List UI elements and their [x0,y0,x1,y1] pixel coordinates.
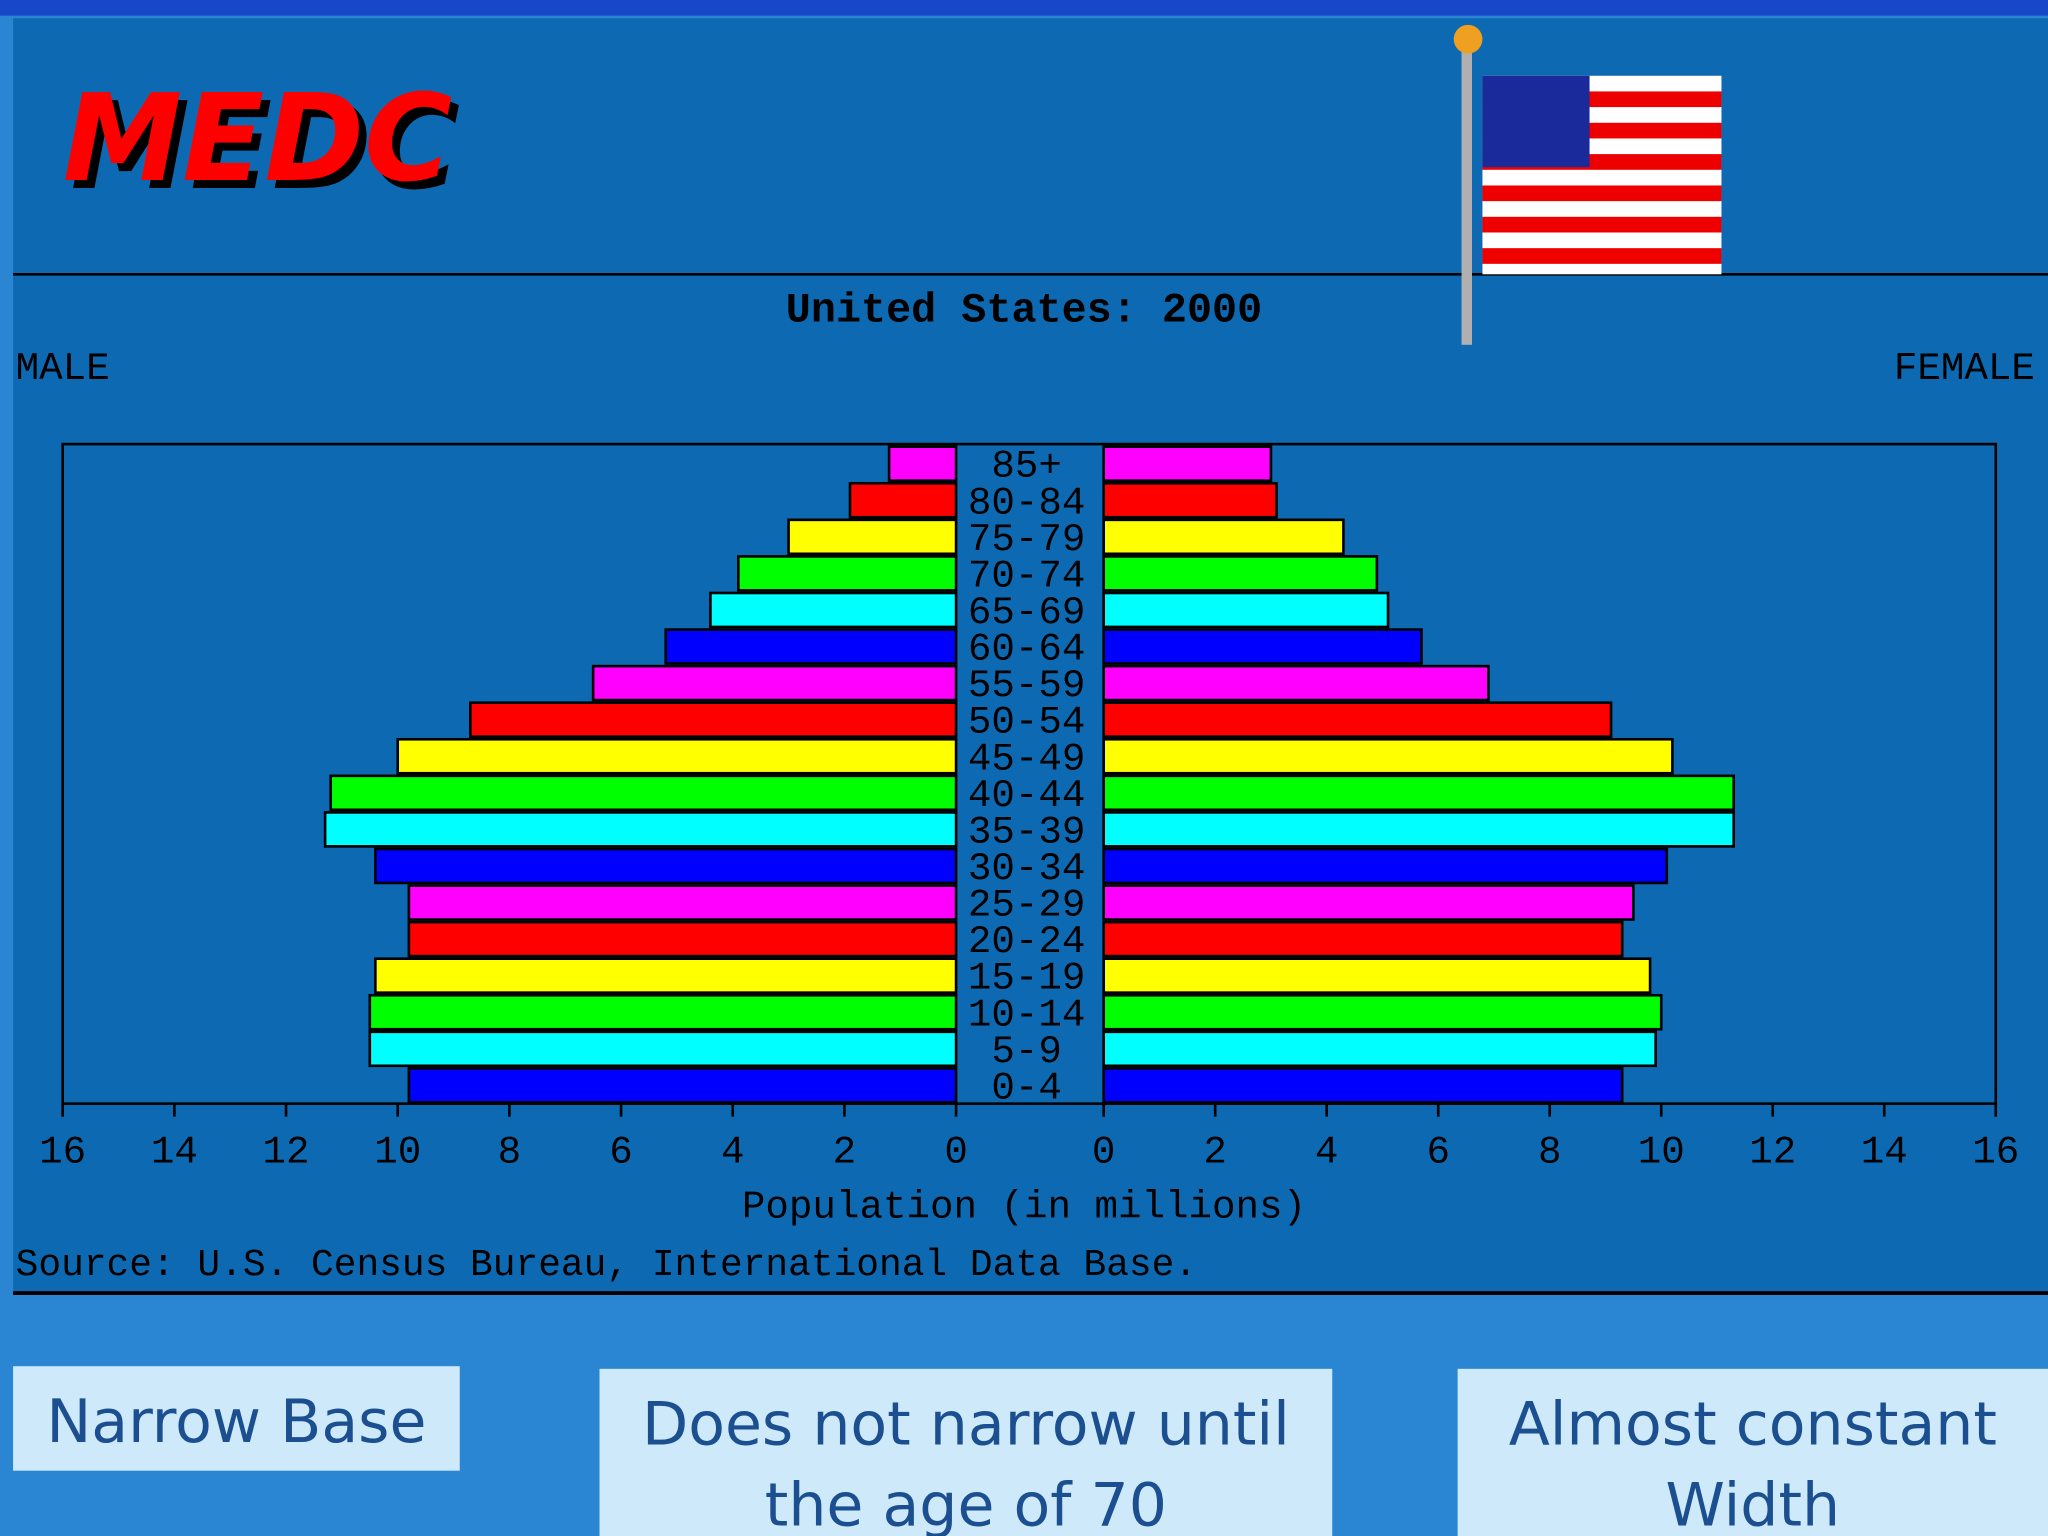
bar [1102,774,1736,812]
bar [1102,1030,1657,1068]
bar [1102,591,1390,629]
note-text: the age of 70 [765,1471,1167,1536]
x-tick-label: 0 [1092,1129,1116,1174]
category-label: 55-59 [968,663,1086,708]
category-label: 60-64 [968,627,1086,672]
category-label: 85+ [991,444,1062,489]
bar [1102,993,1663,1031]
x-tick-label: 14 [1861,1129,1908,1174]
note-text: Narrow Base [46,1387,426,1457]
bar [1102,737,1674,775]
bar [407,1067,958,1104]
source: Source: U.S. Census Bureau, Internationa… [16,1244,1197,1287]
heading-shadow: MEDC [71,77,461,217]
x-tick-label: 16 [1972,1129,2019,1174]
bar [374,957,958,994]
bar [737,555,958,592]
category-label: 10-14 [968,992,1086,1037]
category-label: 5-9 [991,1029,1062,1074]
x-tick-label: 8 [498,1129,522,1174]
category-label: 40-44 [968,773,1086,818]
x-tick-label: 16 [39,1129,86,1174]
bar [709,591,958,629]
bar [787,518,958,556]
category-label: 50-54 [968,700,1086,745]
series-label: MALE [16,346,110,391]
note-text: Width [1666,1471,1841,1536]
category-label: 70-74 [968,553,1086,598]
bar [591,664,958,702]
category-label: 0-4 [991,1065,1062,1110]
category-label: 30-34 [968,846,1086,891]
x-tick-label: 12 [263,1129,310,1174]
bar [329,774,958,812]
x-tick-label: 6 [609,1129,633,1174]
bar [1102,445,1273,482]
category-label: 80-84 [968,480,1086,525]
bar [664,628,958,665]
bar [1102,481,1278,519]
bar [407,920,958,958]
x-tick-label: 2 [833,1129,857,1174]
x-tick-label: 0 [944,1129,968,1174]
category-label: 20-24 [968,919,1086,964]
flag [1453,24,1722,345]
x-tick-label: 10 [374,1129,421,1174]
category-label: 65-69 [968,590,1086,635]
bar [1102,847,1669,885]
x-tick-label: 12 [1749,1129,1796,1174]
x-tick-label: 2 [1203,1129,1227,1174]
series-label: FEMALE [1894,346,2035,391]
bar [887,445,958,482]
bar [323,811,958,848]
x-tick-label: 4 [1315,1129,1339,1174]
bar [1102,920,1624,958]
note-box [599,1368,1333,1536]
x-axis-label: Population (in millions) [742,1184,1306,1229]
bar [848,481,958,519]
x-tick-label: 10 [1638,1129,1685,1174]
bar [1102,884,1635,921]
bar [1102,628,1423,665]
bar [1102,1067,1624,1104]
x-tick-label: 4 [721,1129,745,1174]
bar [407,884,958,921]
bar [368,1030,958,1068]
bar [1102,518,1345,556]
bar [374,847,958,885]
bar [1102,701,1613,738]
category-label: 75-79 [968,517,1086,562]
bar [1102,811,1736,848]
category-label: 45-49 [968,736,1086,781]
bar [1102,555,1379,592]
bar [368,993,958,1031]
category-label: 25-29 [968,883,1086,928]
note-box [1457,1368,2048,1536]
note-text: Does not narrow until [642,1390,1290,1460]
bar [1102,664,1490,702]
chart-title: United States: 2000 [786,286,1262,334]
x-tick-label: 14 [151,1129,198,1174]
window-bar [0,0,2048,16]
bar [1102,957,1652,994]
x-tick-label: 8 [1538,1129,1562,1174]
x-tick-label: 6 [1426,1129,1450,1174]
category-label: 35-39 [968,809,1086,854]
bar [396,737,958,775]
heading: MEDC [63,69,453,209]
note-text: Almost constant [1509,1390,1997,1460]
category-label: 15-19 [968,956,1086,1001]
note-box [13,1366,460,1471]
plot-frame [61,442,1998,1105]
bar [468,701,958,738]
